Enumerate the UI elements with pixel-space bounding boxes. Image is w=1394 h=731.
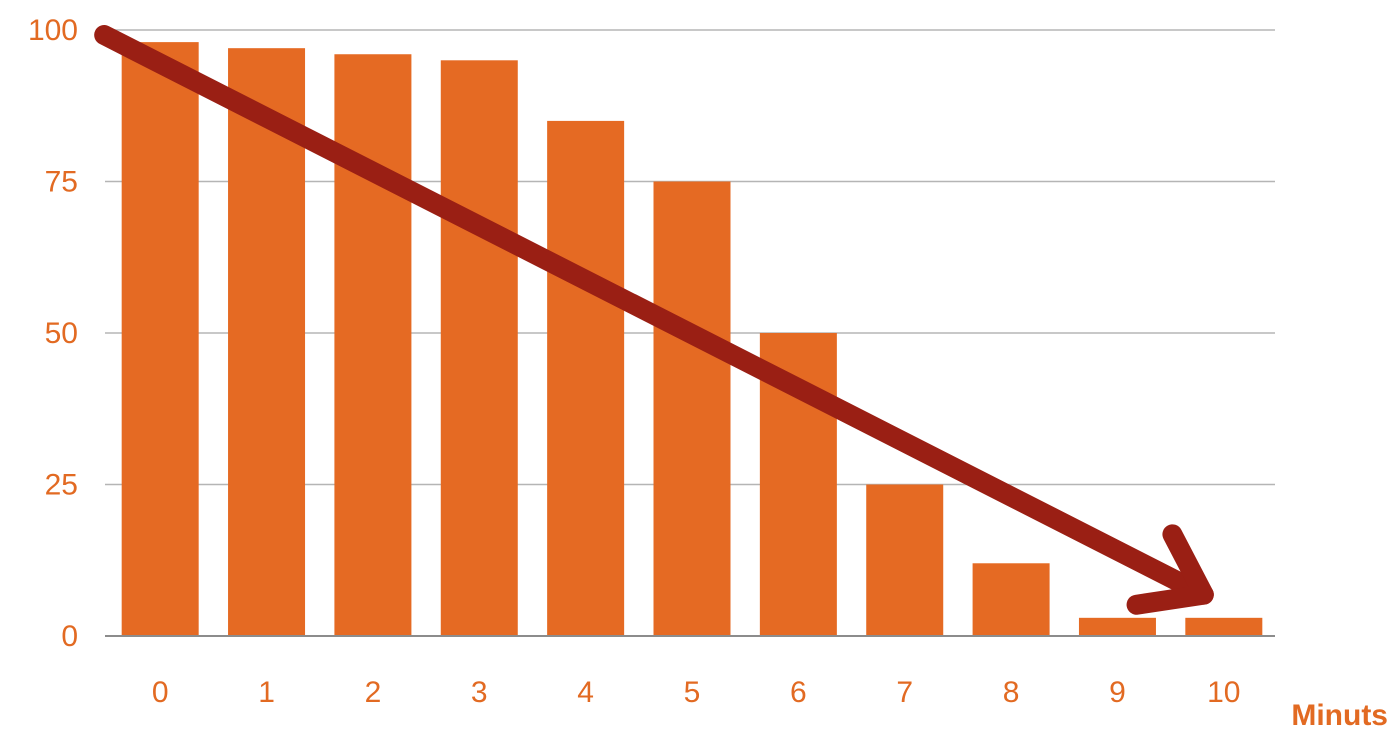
x-tick-label: 5 [684,676,701,709]
x-tick-label: 6 [790,676,807,709]
x-tick-label: 9 [1109,676,1126,709]
bar-7 [866,484,944,636]
trend-arrow [94,25,1214,615]
bar-10 [1185,617,1263,636]
x-tick-label: 1 [258,676,275,709]
trend-arrow-shaft [94,25,1214,605]
bar-9 [1078,617,1156,636]
bar-4 [547,120,625,636]
x-tick-label: 7 [896,676,913,709]
bar-2 [334,54,412,637]
y-tick-label: 100 [28,14,78,47]
y-tick-label: 75 [45,166,78,199]
x-tick-label: 4 [577,676,594,709]
bar-3 [440,60,518,637]
x-axis-title: Minuts [1291,699,1388,731]
bar-1 [228,48,306,637]
x-tick-label: 2 [365,676,382,709]
bar-0 [121,42,199,637]
tick-labels: 0 25 50 75 100 0 1 2 3 4 5 6 7 8 9 10 [28,14,1241,709]
x-tick-label: 3 [471,676,488,709]
y-tick-label: 50 [45,317,78,350]
bar-5 [653,181,731,636]
y-tick-label: 0 [61,620,78,653]
x-tick-label: 0 [152,676,169,709]
x-tick-label: 10 [1207,676,1240,709]
y-tick-label: 25 [45,469,78,502]
bar-8 [972,563,1050,636]
trend-arrow-head [1126,524,1214,615]
x-tick-label: 8 [1003,676,1020,709]
